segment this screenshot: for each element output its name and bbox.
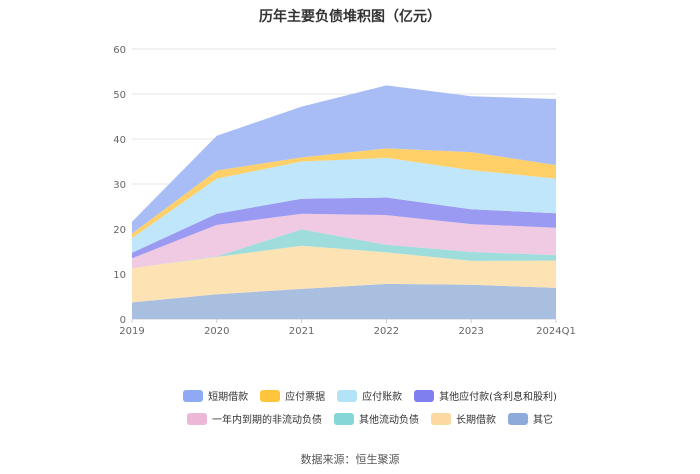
- legend-item[interactable]: 一年内到期的非流动负债: [187, 411, 322, 426]
- area-应付账款: [132, 157, 556, 253]
- x-tick-label: 2021: [289, 326, 314, 337]
- legend-label: 应付账款: [362, 392, 403, 403]
- legend: 短期借款 应付票据 应付账款 其他应付款(含利息和股利) 一年内到期的非流动负债 其他流…: [160, 388, 580, 434]
- area-一年内到期的非流动负债: [132, 213, 556, 269]
- legend-label: 应付票据: [285, 392, 326, 403]
- x-tick-label: 2022: [374, 326, 399, 337]
- area-应付票据: [132, 148, 556, 238]
- legend-item[interactable]: 应付票据: [260, 388, 325, 403]
- legend-item[interactable]: 其他应付款(含利息和股利): [414, 388, 557, 403]
- legend-swatch: [431, 412, 451, 425]
- legend-item[interactable]: 短期借款: [183, 388, 248, 403]
- y-tick-label: 20: [113, 225, 126, 236]
- x-tick-label: 2019: [119, 326, 144, 337]
- area-其他应付款(含利息和股利): [132, 197, 556, 259]
- y-tick-label: 0: [120, 315, 126, 326]
- x-tick-label: 2024Q1: [536, 326, 576, 337]
- legend-label: 其它: [533, 415, 553, 426]
- legend-item[interactable]: 其它: [508, 411, 553, 426]
- area-短期借款: [132, 85, 556, 234]
- legend-label: 其他流动负债: [359, 415, 419, 426]
- area-长期借款: [132, 245, 556, 303]
- y-tick-label: 10: [113, 270, 126, 281]
- area-其他流动负债: [132, 229, 556, 269]
- chart-title: 历年主要负债堆积图（亿元）: [259, 9, 441, 25]
- area-series: [132, 85, 556, 319]
- legend-label: 其他应付款(含利息和股利): [439, 392, 557, 403]
- legend-item[interactable]: 其他流动负债: [334, 411, 419, 426]
- y-tick-label: 30: [113, 180, 126, 191]
- y-tick-label: 60: [113, 45, 126, 56]
- data-source: 数据来源：恒生聚源: [300, 453, 400, 466]
- x-axis-ticks: 2019 2020 2021 2022 2023 2024Q1: [119, 319, 576, 337]
- area-其它: [132, 283, 556, 319]
- x-tick-label: 2020: [204, 326, 229, 337]
- legend-item[interactable]: 长期借款: [431, 411, 496, 426]
- legend-swatch: [187, 412, 207, 425]
- y-tick-label: 50: [113, 90, 126, 101]
- legend-swatch: [260, 389, 281, 402]
- legend-label: 短期借款: [208, 392, 249, 403]
- legend-swatch: [508, 412, 528, 425]
- y-tick-label: 40: [113, 135, 126, 146]
- legend-label: 一年内到期的非流动负债: [212, 415, 322, 426]
- legend-swatch: [334, 412, 354, 425]
- y-axis-ticks: 0 10 20 30 40 50 60: [113, 45, 126, 326]
- x-tick-label: 2023: [458, 326, 483, 337]
- legend-swatch: [183, 389, 204, 402]
- legend-swatch: [337, 389, 358, 402]
- legend-label: 长期借款: [456, 415, 496, 426]
- legend-row-2: 一年内到期的非流动负债 其他流动负债 长期借款 其它: [160, 411, 580, 426]
- legend-item[interactable]: 应付账款: [337, 388, 402, 403]
- legend-row-1: 短期借款 应付票据 应付账款 其他应付款(含利息和股利): [160, 388, 580, 403]
- legend-swatch: [414, 389, 435, 402]
